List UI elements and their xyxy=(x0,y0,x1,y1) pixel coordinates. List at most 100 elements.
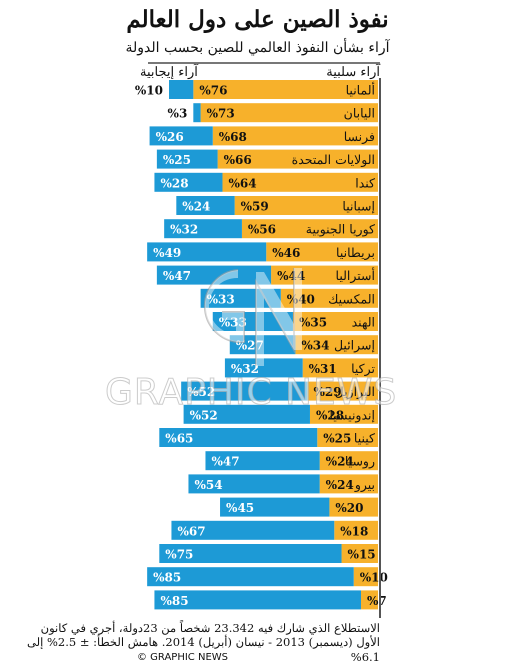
negative-bar xyxy=(266,242,378,262)
copyright-credit: © GRAPHIC NEWS xyxy=(137,652,229,663)
positive-bar xyxy=(183,404,310,424)
negative-value-label: %68 xyxy=(219,130,247,144)
chart-subtitle: آراء بشأن النفوذ العالمي للصين بحسب الدو… xyxy=(125,40,390,56)
positive-value-label: %27 xyxy=(236,339,264,353)
country-label: كينيا xyxy=(354,431,376,446)
country-label: ألمانيا xyxy=(346,82,375,98)
positive-value-label: %54 xyxy=(194,478,222,492)
negative-bar xyxy=(212,126,378,146)
negative-value-label: %44 xyxy=(277,269,305,283)
negative-value-label: %73 xyxy=(207,107,235,121)
positive-value-label: %33 xyxy=(219,316,247,330)
legend-positive-label: آراء إيجابية xyxy=(140,65,198,80)
negative-value-label: %40 xyxy=(287,292,315,306)
country-label: بيرو xyxy=(354,477,375,493)
negative-bar xyxy=(295,335,378,355)
negative-value-label: %34 xyxy=(301,339,329,353)
negative-bar xyxy=(341,544,378,563)
positive-value-label: %75 xyxy=(165,548,193,562)
country-label: إسرائيل xyxy=(334,338,375,354)
country-label: إندونيسيا xyxy=(329,407,375,423)
country-label: فرنسا xyxy=(344,129,375,145)
negative-bar xyxy=(200,103,378,123)
country-label: بريطانيا xyxy=(336,245,375,261)
negative-value-label: %7 xyxy=(367,594,387,608)
positive-value-label: %47 xyxy=(163,269,191,283)
negative-bar xyxy=(329,497,378,517)
negative-bar xyxy=(292,312,378,331)
country-label: روسيا xyxy=(345,454,375,470)
positive-bar xyxy=(147,242,267,262)
positive-value-label: %85 xyxy=(153,571,181,585)
chart-title: نفوذ الصين على دول العالم xyxy=(126,6,389,33)
title-rule xyxy=(148,62,380,64)
negative-bar xyxy=(222,172,378,192)
positive-bar xyxy=(159,544,342,563)
positive-bar xyxy=(220,497,330,517)
negative-value-label: %24 xyxy=(326,478,354,492)
survey-note: الاستطلاع الذي شارك فيه 23.342 شخصاً من … xyxy=(27,621,380,664)
positive-value-label: %10 xyxy=(135,84,163,98)
positive-bar xyxy=(176,196,235,215)
positive-value-label: %47 xyxy=(211,455,239,469)
negative-bar xyxy=(271,265,378,285)
negative-bar xyxy=(317,428,378,447)
negative-bar xyxy=(234,196,378,215)
positive-value-label: %52 xyxy=(190,408,218,422)
negative-bar xyxy=(217,149,378,169)
positive-value-label: %85 xyxy=(160,594,188,608)
negative-bar xyxy=(241,219,378,239)
positive-value-label: %33 xyxy=(207,292,235,306)
positive-bar xyxy=(154,172,223,192)
negative-bar xyxy=(302,358,378,378)
positive-value-label: %49 xyxy=(153,246,181,260)
negative-bar xyxy=(334,520,378,540)
positive-bar xyxy=(164,219,242,239)
positive-value-label: %25 xyxy=(163,153,191,167)
negative-bar xyxy=(319,474,378,494)
country-label: اليابان xyxy=(344,106,375,121)
negative-bar xyxy=(319,451,378,471)
negative-bar xyxy=(193,80,378,99)
country-label: أستراليا xyxy=(336,267,375,284)
positive-value-label: %52 xyxy=(187,385,215,399)
negative-bar xyxy=(307,381,378,401)
positive-bar xyxy=(181,381,308,401)
chart-right-axis-line xyxy=(379,78,381,618)
positive-bar xyxy=(149,126,213,146)
negative-value-label: %56 xyxy=(248,223,276,237)
negative-value-label: %24 xyxy=(326,455,354,469)
positive-value-label: %24 xyxy=(182,200,210,214)
negative-value-label: %59 xyxy=(241,200,269,214)
positive-bar xyxy=(171,520,335,540)
country-label: تركيا xyxy=(351,361,375,377)
negative-value-label: %20 xyxy=(335,501,363,515)
positive-bar xyxy=(159,428,318,447)
legend-negative-label: آراء سلبية xyxy=(326,65,380,80)
negative-bar xyxy=(280,288,378,308)
positive-value-label: %32 xyxy=(231,362,259,376)
country-label: المكسيك xyxy=(328,291,375,306)
positive-value-label: %3 xyxy=(168,107,188,121)
positive-bar xyxy=(188,474,320,494)
positive-bar xyxy=(147,567,354,587)
negative-value-label: %76 xyxy=(199,84,227,98)
negative-value-label: %31 xyxy=(309,362,337,376)
positive-bar xyxy=(154,590,361,610)
negative-value-label: %29 xyxy=(314,385,342,399)
positive-value-label: %28 xyxy=(160,176,188,190)
positive-bar xyxy=(169,80,194,99)
negative-value-label: %15 xyxy=(348,548,376,562)
positive-value-label: %67 xyxy=(177,524,205,538)
negative-bar xyxy=(353,567,378,587)
positive-bar xyxy=(156,149,218,169)
positive-bar xyxy=(193,103,201,123)
positive-value-label: %26 xyxy=(156,130,184,144)
negative-value-label: %64 xyxy=(228,176,256,190)
negative-value-label: %66 xyxy=(224,153,252,167)
positive-value-label: %65 xyxy=(165,432,193,446)
positive-value-label: %45 xyxy=(226,501,254,515)
negative-value-label: %35 xyxy=(299,316,327,330)
country-label: كندا xyxy=(355,175,376,190)
